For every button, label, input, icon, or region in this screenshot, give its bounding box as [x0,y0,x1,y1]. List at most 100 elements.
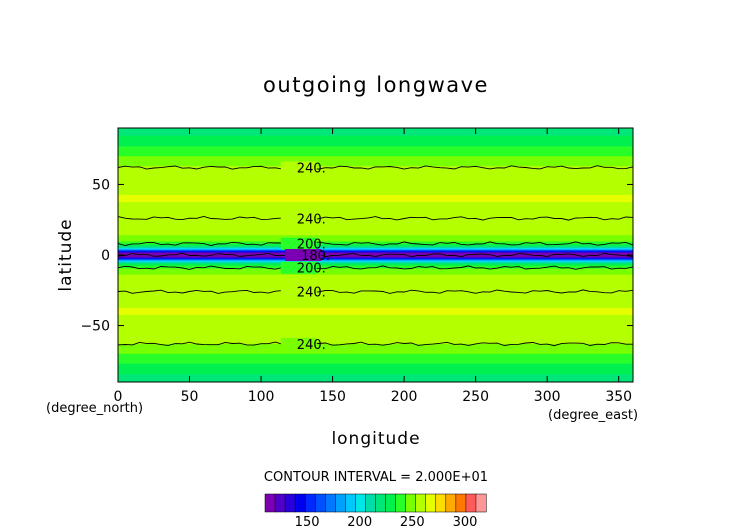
heatmap-band [118,302,633,305]
heatmap-band [118,344,633,346]
heatmap-band [118,157,633,159]
heatmap-band [118,293,633,295]
heatmap-band [118,129,633,131]
heatmap-band [118,327,633,329]
heatmap-band [118,175,633,178]
heatmap-band [118,307,633,310]
heatmap-band [118,315,633,317]
heatmap-band [118,319,633,322]
heatmap-band [118,170,633,172]
heatmap-band [118,228,633,230]
heatmap-band [118,329,633,331]
heatmap-band [118,212,633,214]
heatmap-band [118,364,633,366]
heatmap-band [118,286,633,288]
heatmap-bands [118,128,633,383]
heatmap-band [118,238,633,240]
heatmap-band [118,299,633,301]
heatmap-band [118,264,633,266]
heatmap-band [118,268,633,270]
heatmap-band [118,241,633,243]
heatmap-band [118,180,633,182]
heatmap-band [118,207,633,209]
y-tick-label: −50 [80,319,110,335]
heatmap-band [118,223,633,226]
heatmap-band [118,283,633,285]
heatmap-band [118,200,633,202]
heatmap-band [118,202,633,204]
heatmap-band [118,373,633,375]
contour-label-bg [280,337,317,350]
x-tick-label: 150 [319,389,346,405]
heatmap-band [118,358,633,360]
heatmap-band [118,214,633,216]
contour-line [117,241,634,246]
heatmap-band [118,341,633,343]
heatmap-band [118,308,633,310]
heatmap-band [118,248,633,250]
y-axis-label: latitude [56,218,76,291]
heatmap-band [118,201,633,203]
heatmap-band [118,173,633,175]
heatmap-band [118,245,633,247]
heatmap-band [118,334,633,336]
heatmap-band [118,145,633,147]
contour-label: 200. [297,238,326,253]
y-tick-label: 0 [101,248,110,264]
x-tick-label: 50 [181,389,199,405]
heatmap-band [118,158,633,160]
heatmap-band [118,239,633,241]
heatmap-band [118,161,633,163]
heatmap-band [118,167,633,169]
heatmap-band [118,332,633,334]
heatmap-band [118,263,633,265]
heatmap-band [118,357,633,359]
heatmap-band [118,377,633,379]
heatmap-band [118,370,633,372]
heatmap-band [118,186,633,188]
heatmap-band [118,253,633,255]
heatmap-band [118,147,633,149]
heatmap-band [118,187,633,189]
heatmap-band [118,229,633,231]
heatmap-band [118,219,633,221]
heatmap-band [118,192,633,194]
heatmap-band [118,309,633,311]
heatmap-band [118,172,633,174]
heatmap-band [118,345,633,347]
heatmap-band [118,141,633,143]
heatmap-band [118,350,633,353]
heatmap-band [118,326,633,329]
heatmap-band [118,249,633,251]
colorbar-swatch [445,493,457,513]
heatmap-band [118,369,633,371]
heatmap-band [118,215,633,217]
heatmap-band [118,209,633,211]
heatmap-band [118,336,633,338]
heatmap-band [118,136,633,138]
heatmap-band [118,342,633,344]
heatmap-band [118,300,633,302]
heatmap-band [118,226,633,228]
heatmap-band [118,225,633,227]
heatmap-band [118,169,633,171]
heatmap-band [118,298,633,300]
heatmap-band [118,128,633,130]
colorbar-swatch [284,493,296,513]
heatmap-band [118,192,633,195]
heatmap-band [118,362,633,365]
heatmap-band [118,139,633,141]
heatmap-band [118,240,633,242]
heatmap-band [118,378,633,380]
heatmap-band [118,273,633,275]
heatmap-band [118,322,633,324]
heatmap-band [118,289,633,291]
heatmap-band [118,165,633,167]
heatmap-band [118,285,633,287]
heatmap-band [118,195,633,197]
heatmap-band [118,236,633,238]
heatmap-band [118,251,633,253]
heatmap-band [118,326,633,328]
heatmap-band [118,153,633,155]
